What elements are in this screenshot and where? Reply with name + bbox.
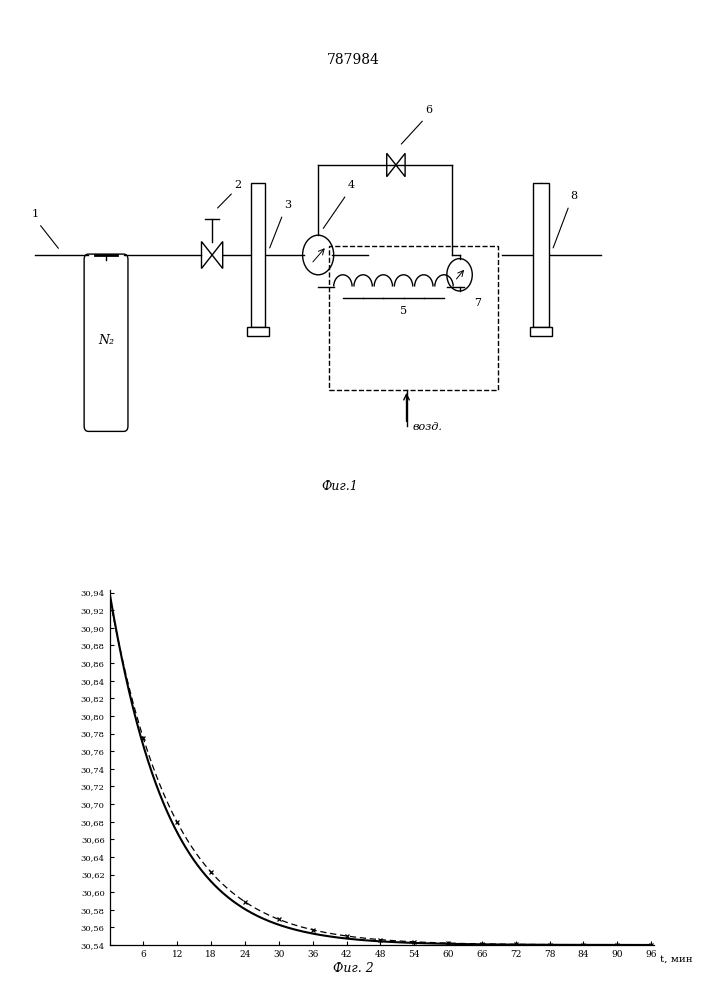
Text: 787984: 787984 xyxy=(327,52,380,66)
Text: 2: 2 xyxy=(235,180,242,190)
Text: 3: 3 xyxy=(284,200,291,210)
Polygon shape xyxy=(387,153,396,177)
Bar xyxy=(329,246,498,390)
Text: 7: 7 xyxy=(474,298,481,308)
Text: 4: 4 xyxy=(348,180,355,190)
Bar xyxy=(251,183,265,327)
Bar xyxy=(247,327,269,336)
Bar xyxy=(530,327,552,336)
FancyBboxPatch shape xyxy=(84,254,128,431)
Text: 5: 5 xyxy=(400,306,407,316)
Text: N₂: N₂ xyxy=(98,334,114,347)
Text: t, мин: t, мин xyxy=(660,955,692,964)
Bar xyxy=(533,183,549,327)
Text: 1: 1 xyxy=(32,209,39,219)
Text: Фиг.1: Фиг.1 xyxy=(321,481,358,493)
Polygon shape xyxy=(212,241,223,268)
Text: 6: 6 xyxy=(426,105,433,115)
Polygon shape xyxy=(201,241,212,268)
Polygon shape xyxy=(396,153,405,177)
Text: Фиг. 2: Фиг. 2 xyxy=(333,962,374,975)
Text: 8: 8 xyxy=(571,191,578,201)
Text: возд.: возд. xyxy=(412,422,442,432)
